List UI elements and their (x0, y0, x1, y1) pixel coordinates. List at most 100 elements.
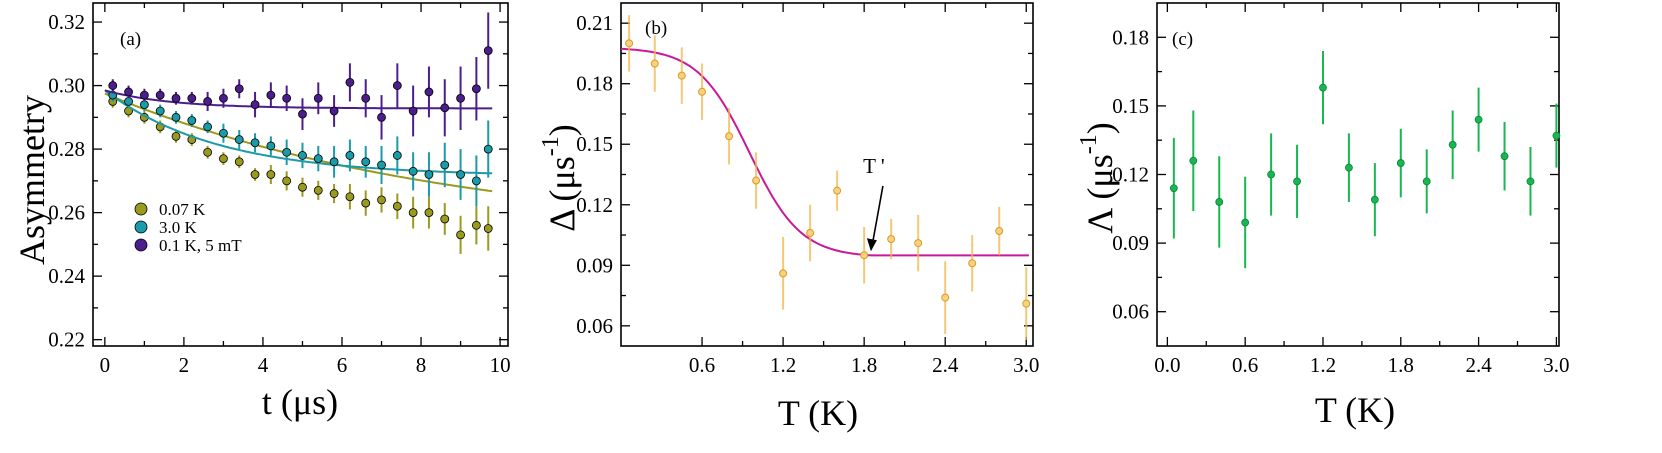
panel-b-data-point (806, 229, 815, 238)
panel-c-data-point (1474, 115, 1483, 124)
panel-a-data-point (313, 93, 323, 103)
panel-c-y-axis-label-sup: -1 (1076, 134, 1102, 154)
panel-a-x-axis-label: t (μs) (262, 382, 338, 422)
panel-a-data-point (377, 160, 386, 170)
panel-a-data-point (266, 90, 276, 100)
panel-a-x-tick-label: 2 (179, 353, 190, 377)
panel-a-data-point (298, 182, 307, 192)
panel-b-x-axis-label: T (K) (778, 393, 858, 433)
panel-b-data-point (677, 71, 686, 80)
panel-a-data-point (424, 87, 434, 97)
panel-c-x-tick-label: 0.6 (1232, 353, 1258, 377)
panel-a-data-point (456, 230, 465, 240)
panel-c-x-tick-label: 0.0 (1154, 353, 1180, 377)
panel-b-annotation-arrowhead (866, 238, 877, 252)
panel-c-data-point (1169, 184, 1178, 193)
panel-a-data-point (483, 224, 493, 233)
panel-b-fit-line (620, 47, 1029, 257)
panel-a-data-point (298, 151, 307, 160)
panel-a-data-point (203, 97, 213, 106)
panel-c-x-tick-label: 1.8 (1388, 353, 1414, 377)
panel-a-y-tick-label: 0.26 (48, 201, 85, 225)
panel-b-data-point (968, 259, 977, 268)
panel-b-x-tick-label: 3.0 (1013, 353, 1039, 377)
panel-a-data-point (219, 93, 228, 103)
panel-a-data-point (424, 170, 434, 179)
panel-a-data-point (392, 81, 402, 90)
panel-c-data-point (1526, 177, 1535, 186)
panel-a-data-point (171, 112, 181, 122)
panel-a-data-point (483, 144, 493, 154)
panel-a-data-point (361, 157, 371, 167)
panel-a-x-tick-label: 8 (416, 353, 427, 377)
panel-a-fit-line (104, 89, 493, 110)
panel-c-data-point (1448, 140, 1457, 149)
panel-b-y-tick-label: 0.18 (576, 72, 613, 96)
panel-a-y-tick-label: 0.30 (48, 74, 85, 98)
panel-b-x-tick-label: 1.2 (770, 353, 796, 377)
panel-c-data-point (1293, 177, 1301, 186)
panel-a-data-point (408, 208, 418, 218)
panel-a-data-point (456, 170, 465, 179)
panel-a-label: (a) (120, 29, 141, 50)
panel-a-data-point (282, 147, 292, 157)
panel-b-y-tick-label: 0.06 (576, 314, 613, 338)
panel-a-data-point (139, 100, 149, 110)
panel-c-label: (c) (1172, 29, 1193, 50)
panel-a-data-point (187, 93, 197, 103)
panel-a-data-point (408, 166, 418, 176)
panel-b-annotation-label: T ' (863, 154, 884, 178)
panel-b-y-axis-label-sup: -1 (538, 136, 564, 156)
panel-a-y-tick-label: 0.22 (48, 328, 85, 352)
panel-c-x-axis-label: T (K) (1315, 390, 1395, 430)
panel-a-data-point (266, 170, 276, 179)
panel-a-data-point (219, 154, 228, 164)
panel-a-data-point (250, 100, 260, 110)
panel-c-x-tick-label: 2.4 (1465, 353, 1492, 377)
panel-c-y-tick-label: 0.06 (1112, 300, 1149, 324)
panel-a-data-point (282, 93, 292, 103)
panel-c-data-point (1422, 177, 1431, 186)
panel-a-data-point (266, 141, 276, 151)
legend-label-0: 0.07 K (159, 200, 206, 219)
panel-a-data-point (250, 138, 260, 148)
panel-b-y-axis-label: Δ (μs-1) (538, 124, 582, 231)
panel-a-data-point (203, 122, 213, 132)
panel-b-data-point (995, 226, 1004, 235)
panel-c-y-axis-label-main: Λ (μs (1080, 154, 1120, 233)
panel-b-data-point (887, 235, 896, 244)
panel-a-fit-line (104, 89, 493, 175)
panel-b: Δ (μs-1) T (K) (b) 0.6 1.2 1.8 2.4 3.0 0.06 0.… (538, 2, 1039, 433)
panel-a-plot-frame (92, 2, 509, 347)
panel-a-data-point (298, 109, 307, 119)
panel-c-data-point (1189, 156, 1198, 165)
panel-c-y-tick-label: 0.12 (1112, 163, 1149, 187)
panel-c-data-point (1241, 218, 1250, 227)
panel-a-data-point (361, 93, 371, 103)
panel-b-label: (b) (645, 18, 667, 39)
panel-a-data-point (234, 135, 244, 144)
panel-a-data-point (424, 208, 434, 218)
legend-marker-1 (134, 220, 148, 234)
panel-a-data-point (456, 93, 465, 103)
legend-marker-2 (134, 238, 148, 252)
panel-c-x-tick-label: 1.2 (1310, 353, 1336, 377)
panel-b-y-axis-label-close: ) (542, 124, 582, 136)
panel-a-y-tick-label: 0.32 (48, 10, 85, 34)
panel-a-legend: 0.07 K3.0 K0.1 K, 5 mT (134, 200, 242, 255)
panel-b-y-tick-label: 0.09 (576, 253, 613, 277)
panel-b-data-point (725, 132, 734, 141)
panel-b-data-point (779, 269, 788, 278)
panel-c-data-point (1345, 163, 1353, 172)
panel-b-data-point (752, 176, 761, 185)
panel-a-data-point (313, 154, 323, 164)
panel-c-data-point (1319, 83, 1327, 92)
legend-label-1: 3.0 K (159, 218, 198, 237)
panel-a-data-point (408, 106, 418, 116)
panel-b-x-tick-label: 0.6 (689, 353, 715, 377)
panel-c-y-tick-label: 0.09 (1112, 231, 1149, 255)
panel-a-data-point (345, 77, 355, 87)
legend-label-2: 0.1 K, 5 mT (159, 236, 242, 255)
panel-a-data-point (219, 128, 228, 138)
panel-a-data-point (155, 90, 165, 100)
